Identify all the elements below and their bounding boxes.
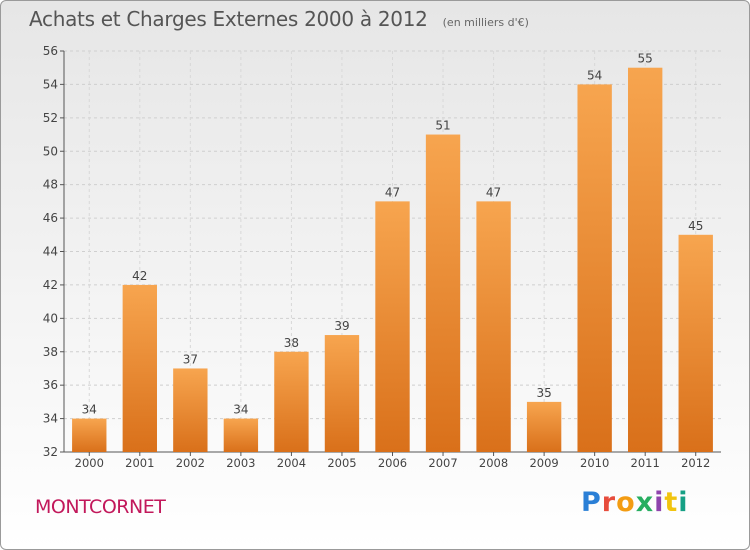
bar-value-label: 37 [183,352,198,366]
y-tick-label: 40 [43,311,58,325]
x-tick-label: 2011 [631,456,660,470]
bars [72,67,713,453]
x-tick-label: 2003 [226,456,255,470]
x-tick-label: 2002 [176,456,205,470]
y-tick-label: 54 [43,77,58,91]
title-row: Achats et Charges Externes 2000 à 2012 (… [29,7,529,31]
x-tick-label: 2001 [125,456,154,470]
y-tick-label: 46 [43,211,58,225]
y-tick-label: 44 [43,245,58,259]
y-tick-label: 38 [43,345,58,359]
town-name: MONTCORNET [35,496,166,518]
labels: 32 34 36 38 40 42 44 46 48 50 52 54 56 34 2000 42 2001 37… [43,44,711,470]
bar [223,418,259,452]
y-tick-label: 36 [43,378,58,392]
x-tick-label: 2008 [479,456,508,470]
bar-value-label: 38 [284,336,299,350]
x-tick-label: 2000 [75,456,104,470]
x-tick-label: 2010 [580,456,609,470]
bar-value-label: 55 [638,52,653,66]
brand-letter: x [635,487,655,518]
y-tick-label: 56 [43,44,58,58]
bar [678,234,713,452]
bar [526,401,562,452]
bar-value-label: 34 [82,403,97,417]
brand-letter: o [616,487,636,518]
bar [72,418,107,452]
bar [274,351,309,452]
bar-value-label: 45 [688,219,703,233]
y-tick-label: 48 [43,178,58,192]
bar [577,84,612,453]
bar [324,335,360,452]
bar [375,201,410,452]
x-tick-label: 2012 [681,456,710,470]
brand-letter: i [678,487,689,518]
bar-value-label: 51 [435,119,450,133]
x-tick-label: 2009 [529,456,558,470]
bar [122,284,157,452]
x-tick-label: 2005 [327,456,356,470]
bar-value-label: 54 [587,68,602,82]
bar [476,201,511,452]
bar-value-label: 39 [334,319,349,333]
proxiti-logo: Proxiti [581,487,689,518]
y-tick-label: 50 [43,144,58,158]
y-tick-label: 32 [43,445,58,459]
bar-value-label: 34 [233,403,248,417]
bar [628,67,663,452]
brand-letter: P [581,487,602,518]
x-tick-label: 2006 [378,456,407,470]
x-tick-label: 2007 [428,456,457,470]
bar-value-label: 42 [132,269,147,283]
brand-letter: r [601,487,617,518]
bar-value-label: 47 [486,185,501,199]
y-tick-label: 52 [43,111,58,125]
chart-subtitle: (en milliers d'€) [442,16,529,29]
chart-title: Achats et Charges Externes 2000 à 2012 [29,7,428,31]
y-tick-label: 34 [43,412,58,426]
bar-value-label: 35 [536,386,551,400]
y-tick-label: 42 [43,278,58,292]
bar [173,368,208,452]
bar [425,134,461,452]
brand-letter: t [664,487,679,518]
x-tick-label: 2004 [277,456,306,470]
brand-letter: i [654,487,665,518]
bar-value-label: 47 [385,185,400,199]
